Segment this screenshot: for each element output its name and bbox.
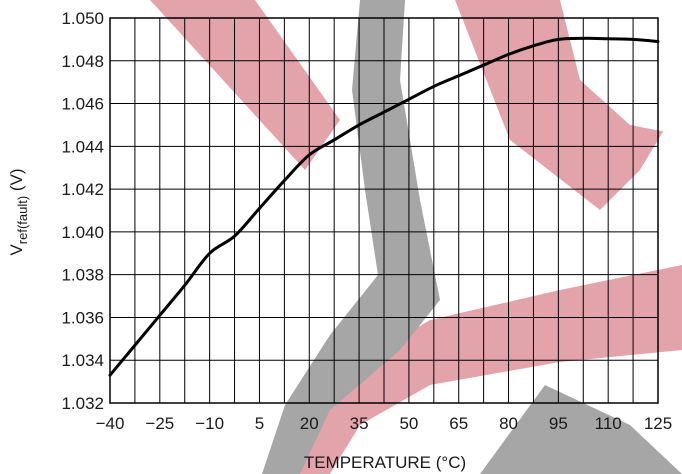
y-axis-label: Vref(fault) (V) — [7, 168, 30, 255]
watermark-gray-stroke-left — [262, 0, 440, 474]
y-tick-label: 1.036 — [61, 308, 104, 327]
y-tick-label: 1.032 — [61, 394, 104, 413]
x-tick-label: −10 — [195, 414, 224, 433]
series-line-0 — [108, 36, 660, 377]
y-tick-labels: 1.032 1.034 1.036 1.038 1.040 1.042 1.044 1.046… — [61, 9, 104, 413]
x-tick-label: −25 — [145, 414, 174, 433]
y-tick-label: 1.042 — [61, 180, 104, 199]
x-tick-label: 80 — [499, 414, 518, 433]
x-tick-label: 110 — [595, 414, 622, 433]
x-tick-label: 95 — [549, 414, 568, 433]
y-axis-label-sub: ref(fault) — [15, 196, 30, 244]
y-axis-label-unit: (V) — [7, 168, 26, 195]
x-tick-label: −40 — [96, 414, 125, 433]
y-tick-label: 1.050 — [61, 9, 104, 28]
x-tick-label: 5 — [255, 414, 264, 433]
x-tick-label: 35 — [350, 414, 369, 433]
series-layer — [108, 36, 660, 377]
y-tick-label: 1.038 — [61, 266, 104, 285]
watermark-red-top-left — [150, 0, 340, 170]
y-tick-label: 1.044 — [61, 137, 104, 156]
x-axis-label: TEMPERATURE (°C) — [304, 453, 466, 472]
x-tick-labels: −40 −25 −10 5 20 35 50 65 80 95 110 125 — [96, 414, 673, 433]
x-tick-label: 65 — [449, 414, 468, 433]
plot-frame — [109, 17, 659, 404]
plot-border — [109, 17, 659, 404]
x-tick-label: 125 — [644, 414, 672, 433]
y-tick-label: 1.034 — [61, 351, 104, 370]
y-tick-label: 1.048 — [61, 52, 104, 71]
watermark-gray-bottom-right — [480, 385, 682, 474]
watermark-white-notch — [560, 0, 682, 135]
x-tick-label: 20 — [300, 414, 319, 433]
x-tick-label: 50 — [399, 414, 418, 433]
y-tick-label: 1.040 — [61, 223, 104, 242]
y-tick-label: 1.046 — [61, 95, 104, 114]
y-axis-label-main: V — [7, 244, 26, 256]
